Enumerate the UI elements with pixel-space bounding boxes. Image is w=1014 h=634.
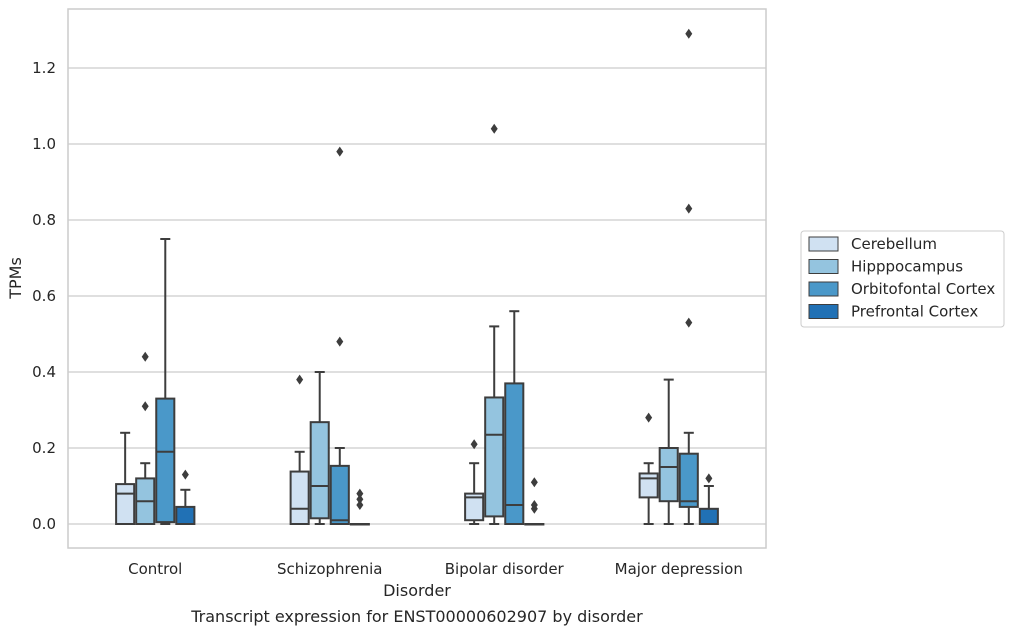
box-iqr [289, 470, 310, 525]
y-tick-label: 0.2 [32, 439, 56, 457]
box-iqr [698, 507, 719, 525]
box-iqr [504, 382, 525, 525]
legend-swatch [808, 281, 839, 297]
outlier-point [685, 28, 693, 39]
legend-label: Hipppocampus [851, 258, 963, 276]
box-cerebellum-bipolar-disorder [464, 439, 485, 525]
plot-area-frame [67, 8, 767, 549]
x-tick-label: Schizophrenia [277, 560, 382, 578]
box-iqr [329, 464, 350, 525]
box-iqr [638, 472, 659, 499]
box-prefrontal-cortex-control [175, 469, 196, 525]
legend-swatch [808, 236, 839, 252]
box-iqr [658, 447, 679, 503]
box-orbitofontal-cortex-bipolar-disorder [504, 310, 525, 525]
legend-swatch [808, 304, 839, 319]
outlier-point [705, 473, 713, 484]
legend-swatch [808, 259, 839, 274]
y-tick-label: 0.6 [32, 287, 56, 305]
box-cerebellum-schizophrenia [289, 374, 310, 525]
legend-label: Cerebellum [851, 235, 937, 253]
box-hipppocampus-control [135, 351, 156, 525]
box-iqr [175, 505, 196, 525]
outlier-point [356, 494, 364, 505]
box-plot-area [115, 28, 719, 526]
outlier-point [356, 488, 364, 499]
box-prefrontal-cortex-bipolar-disorder [524, 477, 545, 526]
x-tick-label: Control [128, 560, 182, 578]
y-tick-label: 0.4 [32, 363, 56, 381]
legend-frame [800, 230, 1005, 328]
box-orbitofontal-cortex-major-depression [678, 28, 699, 525]
x-axis-ticks: Control Schizophrenia Bipolar disorder Majo… [128, 560, 743, 578]
x-tick-label: Major depression [615, 560, 743, 578]
outlier-point [685, 317, 693, 328]
box-iqr [155, 397, 176, 524]
legend-label: Prefrontal Cortex [851, 303, 978, 321]
box-hipppocampus-bipolar-disorder [484, 123, 505, 525]
outlier-point [530, 500, 538, 510]
box-orbitofontal-cortex-schizophrenia [329, 146, 350, 525]
box-cerebellum-major-depression [638, 412, 659, 525]
outlier-point [336, 146, 344, 157]
x-axis-label: Disorder [383, 581, 451, 600]
box-hipppocampus-major-depression [658, 378, 679, 525]
box-iqr [484, 396, 505, 518]
box-orbitofontal-cortex-control [155, 238, 176, 525]
legend: Cerebellum Hipppocampus Orbitofontal Corte… [800, 230, 1005, 328]
outlier-point [141, 401, 149, 412]
legend-label: Orbitofontal Cortex [851, 280, 995, 298]
outlier-point [296, 374, 304, 385]
outlier-point [141, 351, 149, 362]
x-tick-label: Bipolar disorder [445, 560, 565, 578]
outlier-point [490, 123, 498, 134]
box-iqr [309, 421, 330, 520]
outlier-point [470, 439, 478, 450]
grid-lines [68, 67, 766, 525]
y-tick-label: 0.0 [32, 515, 56, 533]
y-tick-label: 1.2 [32, 59, 56, 77]
box-prefrontal-cortex-schizophrenia [349, 488, 370, 526]
outlier-point [181, 469, 189, 480]
outlier-point [645, 412, 653, 423]
outlier-point [685, 203, 693, 214]
box-iqr [115, 483, 136, 526]
outlier-point [530, 477, 538, 488]
y-axis-ticks: 0.0 0.2 0.4 0.6 0.8 1.0 1.2 [32, 59, 56, 533]
box-iqr [678, 452, 699, 508]
box-cerebellum-control [115, 431, 136, 526]
chart-caption: Transcript expression for ENST0000060290… [190, 607, 643, 626]
outlier-point [336, 336, 344, 347]
y-tick-label: 0.8 [32, 211, 56, 229]
box-prefrontal-cortex-major-depression [698, 473, 719, 525]
y-tick-label: 1.0 [32, 135, 56, 153]
box-hipppocampus-schizophrenia [309, 371, 330, 525]
box-iqr [464, 492, 485, 522]
outlier-point [356, 500, 364, 510]
y-axis-label: TPMs [6, 257, 25, 300]
